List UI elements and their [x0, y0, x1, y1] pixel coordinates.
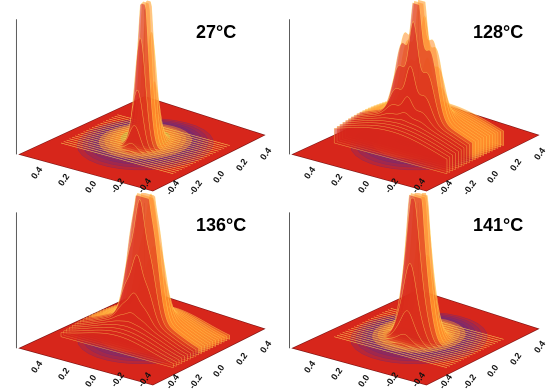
- surface-plot: [289, 193, 540, 386]
- peak-surface: [334, 193, 504, 368]
- temperature-label: 136°C: [196, 215, 247, 235]
- surface-plot: [15, 193, 266, 386]
- temperature-label: 27°C: [196, 22, 237, 42]
- plot-panel-141c: 141°C 0.4 0.2 0.0 -0.2 -0.4 -0.4 -0.2 0.0 0.2 0.4: [273, 193, 547, 391]
- peak-surface: [60, 193, 231, 369]
- temperature-label: 128°C: [473, 22, 524, 42]
- peak-surface: [60, 0, 230, 175]
- plot-panel-128c: 128°C 0.4 0.2 0.0 -0.2 -0.4 -0.4 -0.2 0.0 0.2 0.4: [273, 0, 547, 197]
- surface-plot: [289, 0, 540, 192]
- surface-plot: [15, 0, 266, 192]
- temperature-label: 141°C: [473, 215, 524, 235]
- plot-panel-136c: 136°C 0.4 0.2 0.0 -0.2 -0.4 -0.4 -0.2 0.0 0.2 0.4: [0, 193, 273, 391]
- peak-surface: [333, 0, 504, 175]
- plot-panel-27c: 27°C 0.4 0.2 0.0 -0.2 -0.4 -0.4 -0.2 0.0 0.2 0.4: [0, 0, 273, 197]
